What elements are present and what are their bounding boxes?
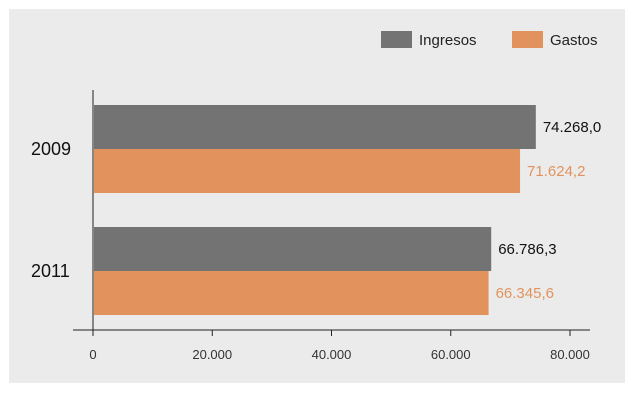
category-label-2011: 2011	[31, 261, 70, 281]
x-tick-label-0: 0	[89, 347, 96, 362]
bar-ingresos-2009	[94, 105, 536, 149]
x-tick-label-1: 20.000	[192, 347, 232, 362]
x-tick-label-4: 80.000	[550, 347, 590, 362]
legend-swatch-gastos	[512, 31, 543, 48]
category-label-2009: 2009	[31, 139, 71, 159]
data-label-gastos-2009: 71.624,2	[527, 163, 585, 180]
bars: 74.268,0 71.624,2 2009 66.786,3 66.345,6 2011	[31, 105, 601, 315]
legend-label-gastos: Gastos	[550, 32, 598, 49]
legend-swatch-ingresos	[381, 31, 412, 48]
data-label-ingresos-2011: 66.786,3	[498, 241, 556, 258]
legend-label-ingresos: Ingresos	[419, 32, 477, 49]
x-axis-ticks: 0 20.000 40.000 60.000 80.000	[89, 330, 590, 362]
bar-gastos-2011	[94, 271, 489, 315]
x-tick-label-2: 40.000	[312, 347, 352, 362]
data-label-gastos-2011: 66.345,6	[496, 285, 554, 302]
legend: Ingresos Gastos	[381, 31, 598, 49]
bar-gastos-2009	[94, 149, 521, 193]
data-label-ingresos-2009: 74.268,0	[543, 119, 601, 136]
x-tick-label-3: 60.000	[431, 347, 471, 362]
chart-background	[9, 9, 625, 383]
bar-ingresos-2011	[94, 227, 492, 271]
